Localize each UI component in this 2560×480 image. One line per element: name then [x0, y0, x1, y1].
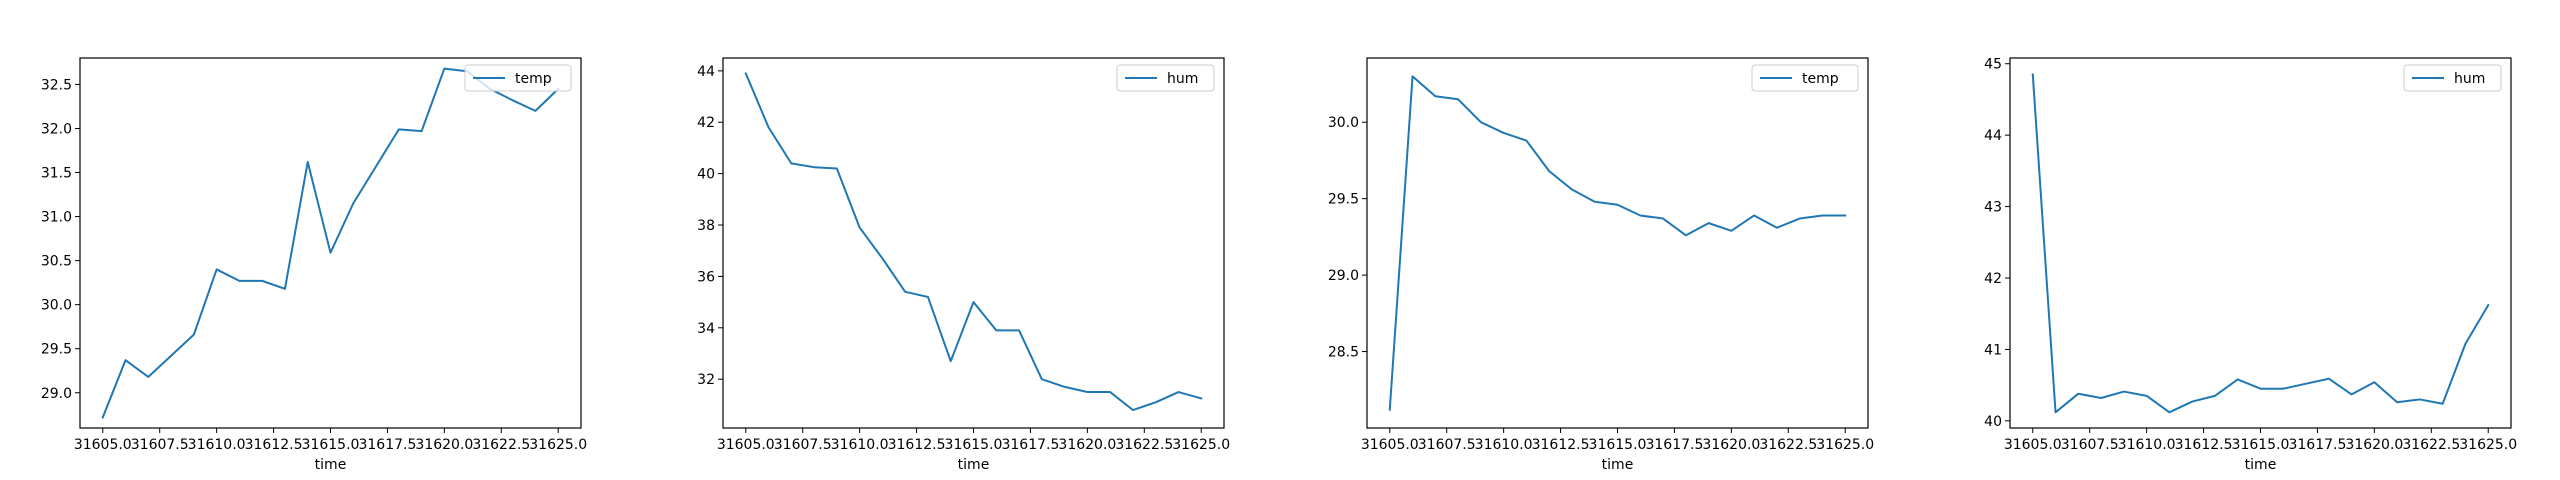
y-tick-label: 42: [1984, 271, 2002, 287]
x-tick-label: 31617.5: [358, 437, 416, 453]
y-tick-label: 32: [697, 372, 715, 388]
x-axis-label: time: [1602, 457, 1634, 473]
x-axis-label: time: [958, 457, 990, 473]
x-tick-label: 31615.0: [945, 437, 1003, 453]
x-tick-label: 31605.0: [1361, 437, 1419, 453]
x-tick-label: 31605.0: [717, 437, 775, 453]
x-tick-label: 31610.0: [1475, 437, 1533, 453]
legend-box: [464, 64, 572, 92]
x-axis-label: time: [315, 457, 347, 473]
x-tick-label: 31607.5: [774, 437, 832, 453]
y-tick-label: 32.0: [41, 121, 72, 137]
axes-frame: [79, 57, 582, 429]
y-tick-label: 44: [1984, 128, 2002, 144]
y-tick-label: 32.5: [41, 77, 72, 93]
legend-label: temp: [515, 71, 552, 87]
y-tick-label: 30.0: [1328, 115, 1359, 131]
y-tick-label: 31.0: [41, 210, 72, 226]
x-tick-label: 31615.0: [2232, 437, 2290, 453]
x-tick-label: 31625.0: [2459, 437, 2517, 453]
y-tick-label: 43: [1984, 200, 2002, 216]
x-tick-label: 31625.0: [529, 437, 587, 453]
legend: hum: [2403, 64, 2502, 92]
chart-panel-3: 31605.0 31607.5 31610.0 31612.5 31615.0 31617…: [1328, 57, 1874, 473]
y-tick-label: 29.5: [1328, 192, 1359, 208]
y-tick-label: 29.5: [41, 342, 72, 358]
x-tick-label: 31605.0: [2004, 437, 2062, 453]
legend-box: [1116, 64, 1215, 92]
x-tick-label: 31620.0: [1702, 437, 1760, 453]
y-tick-label: 38: [697, 218, 715, 234]
x-tick-label: 31617.5: [1001, 437, 1059, 453]
x-tick-label: 31610.0: [831, 437, 889, 453]
x-tick-label: 31607.5: [2061, 437, 2119, 453]
x-tick-label: 31607.5: [1418, 437, 1476, 453]
legend-label: hum: [1167, 71, 1198, 87]
y-tick-label: 29.0: [1328, 268, 1359, 284]
y-tick-label: 40: [1984, 414, 2002, 430]
legend-label: hum: [2454, 71, 2485, 87]
y-tick-label: 31.5: [41, 166, 72, 182]
x-tick-label: 31622.5: [472, 437, 530, 453]
x-tick-label: 31620.0: [415, 437, 473, 453]
x-tick-label: 31622.5: [2402, 437, 2460, 453]
legend: temp: [464, 64, 572, 92]
y-tick-label: 30.5: [41, 254, 72, 270]
x-tick-label: 31615.0: [302, 437, 360, 453]
chart-panel-2: 31605.0 31607.5 31610.0 31612.5 31615.0 31617…: [697, 57, 1230, 473]
x-tick-label: 31620.0: [2345, 437, 2403, 453]
x-tick-label: 31622.5: [1115, 437, 1173, 453]
y-tick-label: 34: [697, 321, 715, 337]
x-axis-label: time: [2245, 457, 2277, 473]
legend: hum: [1116, 64, 1215, 92]
legend-box: [1751, 64, 1859, 92]
x-tick-label: 31610.0: [188, 437, 246, 453]
x-tick-label: 31617.5: [2288, 437, 2346, 453]
legend-box: [2403, 64, 2502, 92]
chart-panel-4: 31605.0 31607.5 31610.0 31612.5 31615.0 31617…: [1984, 57, 2517, 473]
y-tick-label: 28.5: [1328, 345, 1359, 361]
y-tick-label: 44: [697, 64, 715, 80]
y-tick-label: 42: [697, 115, 715, 131]
y-tick-label: 45: [1984, 57, 2002, 73]
series-line-temp: [1388, 75, 1847, 411]
x-tick-label: 31605.0: [74, 437, 132, 453]
x-tick-label: 31625.0: [1172, 437, 1230, 453]
chart-panel-1: 31605.0 31607.5 31610.0 31612.5 31615.0 31617…: [41, 57, 587, 473]
legend-label: temp: [1802, 71, 1839, 87]
y-tick-label: 36: [697, 269, 715, 285]
y-tick-label: 30.0: [41, 298, 72, 314]
x-tick-label: 31607.5: [131, 437, 189, 453]
x-tick-label: 31625.0: [1816, 437, 1874, 453]
axes-frame: [2009, 57, 2512, 429]
axes-frame: [722, 57, 1225, 429]
x-tick-label: 31622.5: [1759, 437, 1817, 453]
legend: temp: [1751, 64, 1859, 92]
x-tick-label: 31610.0: [2118, 437, 2176, 453]
x-tick-label: 31612.5: [2175, 437, 2233, 453]
y-tick-label: 41: [1984, 342, 2002, 358]
series-line-temp: [101, 67, 560, 419]
series-line-hum: [744, 72, 1203, 412]
y-tick-label: 40: [697, 167, 715, 183]
axes-frame: [1366, 57, 1869, 429]
x-tick-label: 31612.5: [1532, 437, 1590, 453]
x-tick-label: 31617.5: [1645, 437, 1703, 453]
x-tick-label: 31615.0: [1589, 437, 1647, 453]
x-tick-label: 31612.5: [888, 437, 946, 453]
x-tick-label: 31612.5: [245, 437, 303, 453]
y-tick-label: 29.0: [41, 386, 72, 402]
x-tick-label: 31620.0: [1058, 437, 1116, 453]
series-line-hum: [2031, 73, 2490, 414]
